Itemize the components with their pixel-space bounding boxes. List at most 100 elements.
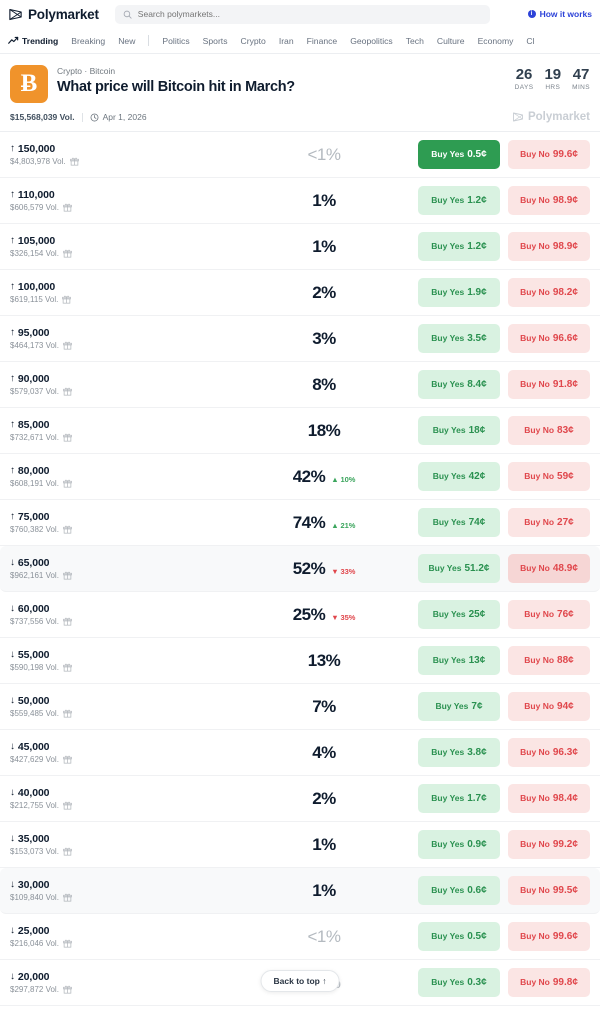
buy-no-price: 48.9¢ (552, 562, 578, 574)
table-row[interactable]: ↑ 85,000 $732,671 Vol. 18% Buy Yes 18¢ Buy No 8… (0, 408, 600, 454)
table-row[interactable]: ↓ 60,000 $737,556 Vol. 25% ▼ 35% Buy Yes 25¢ Bu… (0, 592, 600, 638)
buy-yes-button[interactable]: Buy Yes 7¢ (418, 692, 500, 721)
table-row[interactable]: ↓ 65,000 $962,161 Vol. 52% ▼ 33% Buy Yes 51.2¢… (0, 546, 600, 592)
nav-item-finance[interactable]: Finance (306, 35, 338, 46)
buy-yes-button[interactable]: Buy Yes 18¢ (418, 416, 500, 445)
table-row[interactable]: ↑ 80,000 $608,191 Vol. 42% ▲ 10% Buy Yes 42¢ Bu… (0, 454, 600, 500)
row-volume-label: $559,485 Vol. (10, 709, 59, 718)
direction-arrow-icon: ↑ (10, 235, 15, 246)
buy-no-button[interactable]: Buy No 88¢ (508, 646, 590, 675)
row-actions: Buy Yes 0.6¢ Buy No 99.5¢ (418, 876, 590, 905)
buy-yes-button[interactable]: Buy Yes 1.9¢ (418, 278, 500, 307)
buy-yes-button[interactable]: Buy Yes 74¢ (418, 508, 500, 537)
table-row[interactable]: ↓ 35,000 $153,073 Vol. 1% Buy Yes 0.9¢ Buy No 9… (0, 822, 600, 868)
buy-no-price: 99.6¢ (552, 148, 578, 160)
buy-no-button[interactable]: Buy No 98.4¢ (508, 784, 590, 813)
brand-logo-link[interactable]: Polymarket (8, 7, 99, 22)
direction-arrow-icon: ↓ (10, 695, 15, 706)
how-it-works-link[interactable]: i How it works (527, 9, 592, 19)
table-row[interactable]: ↑ 150,000 $4,803,978 Vol. <1% Buy Yes 0.5¢ Buy… (0, 132, 600, 178)
table-row[interactable]: ↓ 40,000 $212,755 Vol. 2% Buy Yes 1.7¢ Buy No 9… (0, 776, 600, 822)
buy-yes-button[interactable]: Buy Yes 51.2¢ (418, 554, 500, 583)
buy-yes-button[interactable]: Buy Yes 3.8¢ (418, 738, 500, 767)
table-row[interactable]: ↓ 55,000 $590,198 Vol. 13% Buy Yes 13¢ Buy No 8… (0, 638, 600, 684)
buy-no-button[interactable]: Buy No 98.2¢ (508, 278, 590, 307)
nav-item-politics[interactable]: Politics (162, 35, 190, 46)
row-actions: Buy Yes 13¢ Buy No 88¢ (418, 646, 590, 675)
table-row[interactable]: ↑ 90,000 $579,037 Vol. 8% Buy Yes 8.4¢ Buy No 9… (0, 362, 600, 408)
buy-no-button[interactable]: Buy No 96.3¢ (508, 738, 590, 767)
buy-no-button[interactable]: Buy No 98.9¢ (508, 232, 590, 261)
table-row[interactable]: ↓ 30,000 $109,840 Vol. 1% Buy Yes 0.6¢ Buy No 9… (0, 868, 600, 914)
buy-no-button[interactable]: Buy No 99.6¢ (508, 922, 590, 951)
row-price-label: 150,000 (17, 143, 56, 155)
row-volume-label: $619,115 Vol. (10, 295, 59, 304)
direction-arrow-icon: ↑ (10, 143, 15, 154)
row-actions: Buy Yes 3.8¢ Buy No 96.3¢ (418, 738, 590, 767)
buy-no-button[interactable]: Buy No 59¢ (508, 462, 590, 491)
buy-no-button[interactable]: Buy No 99.5¢ (508, 876, 590, 905)
nav-item-new[interactable]: New (118, 35, 136, 46)
buy-yes-button[interactable]: Buy Yes 0.9¢ (418, 830, 500, 859)
search-input[interactable] (137, 9, 482, 19)
buy-yes-label: Buy Yes (431, 839, 465, 850)
buy-no-button[interactable]: Buy No 83¢ (508, 416, 590, 445)
table-row[interactable]: ↑ 75,000 $760,382 Vol. 74% ▲ 21% Buy Yes 74¢ Bu… (0, 500, 600, 546)
nav-item-iran[interactable]: Iran (278, 35, 294, 46)
buy-no-button[interactable]: Buy No 99.6¢ (508, 140, 590, 169)
table-row[interactable]: ↓ 25,000 $216,046 Vol. <1% Buy Yes 0.5¢ Buy No… (0, 914, 600, 960)
table-row[interactable]: ↑ 100,000 $619,115 Vol. 2% Buy Yes 1.9¢ Buy No… (0, 270, 600, 316)
breadcrumb[interactable]: Crypto · Bitcoin (57, 66, 116, 76)
buy-yes-button[interactable]: Buy Yes 0.3¢ (418, 968, 500, 997)
table-row[interactable]: ↓ 50,000 $559,485 Vol. 7% Buy Yes 7¢ Buy No 94¢ (0, 684, 600, 730)
nav-item-climate[interactable]: Cl (526, 35, 535, 46)
buy-no-label: Buy No (524, 517, 555, 528)
row-volume: $212,755 Vol. (10, 801, 230, 810)
nav-item-crypto[interactable]: Crypto (240, 35, 266, 46)
row-price-label: 110,000 (17, 189, 55, 201)
buy-no-button[interactable]: Buy No 27¢ (508, 508, 590, 537)
nav-item-geopolitics[interactable]: Geopolitics (350, 35, 393, 46)
buy-yes-button[interactable]: Buy Yes 1.2¢ (418, 232, 500, 261)
buy-yes-button[interactable]: Buy Yes 42¢ (418, 462, 500, 491)
nav-item-breaking[interactable]: Breaking (71, 35, 106, 46)
buy-no-button[interactable]: Buy No 98.9¢ (508, 186, 590, 215)
buy-no-button[interactable]: Buy No 91.8¢ (508, 370, 590, 399)
polymarket-logo-icon (9, 8, 22, 20)
buy-yes-button[interactable]: Buy Yes 1.2¢ (418, 186, 500, 215)
buy-yes-button[interactable]: Buy Yes 3.5¢ (418, 324, 500, 353)
search-box[interactable] (114, 4, 490, 24)
nav-item-sports[interactable]: Sports (202, 35, 228, 46)
row-volume: $297,872 Vol. (10, 985, 230, 994)
buy-yes-button[interactable]: Buy Yes 13¢ (418, 646, 500, 675)
row-volume-label: $962,161 Vol. (10, 571, 59, 580)
buy-yes-button[interactable]: Buy Yes 0.5¢ (418, 140, 500, 169)
buy-no-button[interactable]: Buy No 96.6¢ (508, 324, 590, 353)
nav-item-economy[interactable]: Economy (477, 35, 514, 46)
countdown-days-value: 26 (515, 66, 533, 83)
buy-yes-button[interactable]: Buy Yes 1.7¢ (418, 784, 500, 813)
table-row[interactable]: ↑ 105,000 $326,154 Vol. 1% Buy Yes 1.2¢ Buy No… (0, 224, 600, 270)
buy-no-button[interactable]: Buy No 99.2¢ (508, 830, 590, 859)
buy-yes-button[interactable]: Buy Yes 25¢ (418, 600, 500, 629)
buy-yes-button[interactable]: Buy Yes 0.6¢ (418, 876, 500, 905)
buy-no-button[interactable]: Buy No 99.8¢ (508, 968, 590, 997)
buy-yes-label: Buy Yes (431, 793, 465, 804)
table-row[interactable]: ↑ 110,000 $606,579 Vol. 1% Buy Yes 1.2¢ Buy No… (0, 178, 600, 224)
nav-item-tech[interactable]: Tech (405, 35, 424, 46)
buy-yes-button[interactable]: Buy Yes 0.5¢ (418, 922, 500, 951)
buy-no-button[interactable]: Buy No 48.9¢ (508, 554, 590, 583)
buy-no-button[interactable]: Buy No 76¢ (508, 600, 590, 629)
table-row[interactable]: ↑ 95,000 $464,173 Vol. 3% Buy Yes 3.5¢ Buy No 9… (0, 316, 600, 362)
nav-item-culture[interactable]: Culture (436, 35, 465, 46)
table-row[interactable]: ↓ 45,000 $427,629 Vol. 4% Buy Yes 3.8¢ Buy No 9… (0, 730, 600, 776)
buy-no-button[interactable]: Buy No 94¢ (508, 692, 590, 721)
nav-item-trending[interactable]: Trending (8, 36, 58, 46)
buy-yes-button[interactable]: Buy Yes 8.4¢ (418, 370, 500, 399)
row-outcome: ↓ 50,000 (10, 695, 230, 707)
row-probability: 42% (292, 466, 326, 486)
direction-arrow-icon: ↓ (10, 603, 15, 614)
back-to-top-button[interactable]: Back to top ↑ (260, 970, 340, 992)
row-volume: $326,154 Vol. (10, 249, 230, 258)
